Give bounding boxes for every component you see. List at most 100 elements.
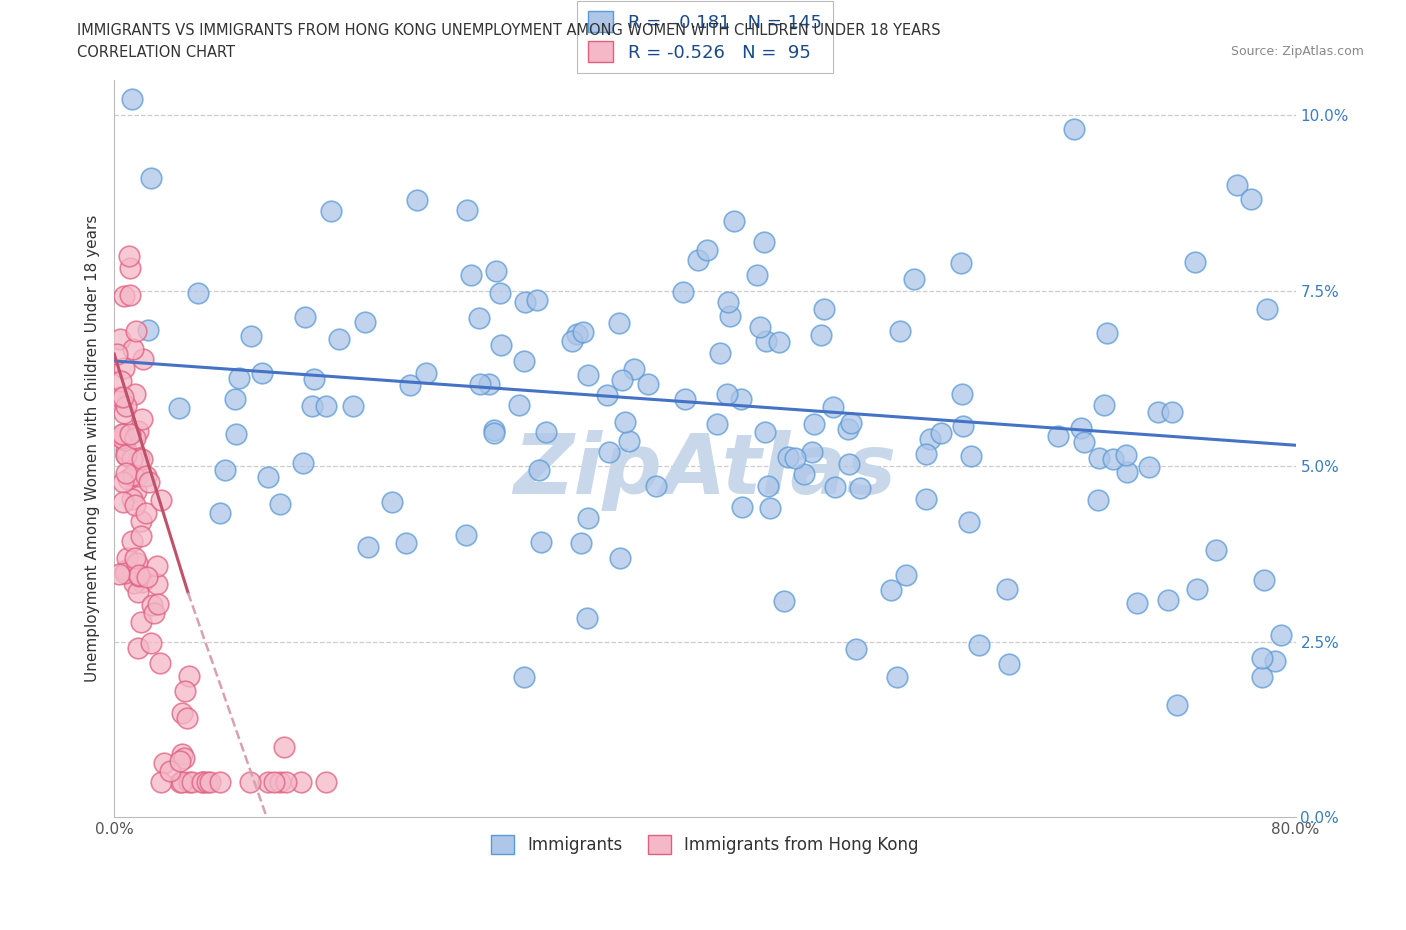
Point — [526, 292, 548, 307]
Point — [128, 450, 150, 465]
Point — [454, 527, 477, 542]
Point — [121, 451, 143, 466]
Point — [644, 478, 666, 493]
Point — [569, 536, 592, 551]
Point — [257, 775, 280, 790]
Point — [209, 505, 232, 520]
Point — [250, 365, 273, 380]
Point — [124, 431, 146, 445]
Point — [105, 347, 128, 362]
Point — [167, 401, 190, 416]
Point — [415, 365, 437, 380]
Point — [673, 392, 696, 406]
Text: CORRELATION CHART: CORRELATION CHART — [77, 45, 235, 60]
Point — [754, 424, 776, 439]
Point — [149, 493, 172, 508]
Point — [328, 332, 350, 347]
Point — [837, 422, 859, 437]
Point — [929, 426, 952, 441]
Point — [1047, 429, 1070, 444]
Point — [609, 551, 631, 565]
Point — [342, 398, 364, 413]
Point — [485, 263, 508, 278]
Point — [273, 739, 295, 754]
Point — [745, 268, 768, 283]
Point — [821, 400, 844, 415]
Point — [995, 582, 1018, 597]
Point — [239, 775, 262, 790]
Point — [357, 539, 380, 554]
Point — [114, 565, 136, 580]
Point — [565, 326, 588, 341]
Point — [845, 642, 868, 657]
Point — [484, 422, 506, 437]
Point — [142, 605, 165, 620]
Point — [810, 328, 832, 343]
Point — [623, 362, 645, 377]
Point — [1253, 573, 1275, 588]
Point — [889, 324, 911, 339]
Point — [914, 447, 936, 462]
Point — [1115, 465, 1137, 480]
Point — [121, 534, 143, 549]
Point — [269, 497, 291, 512]
Point — [131, 529, 153, 544]
Point — [292, 456, 315, 471]
Point — [596, 387, 619, 402]
Point — [131, 451, 153, 466]
Text: ZipAtlas: ZipAtlas — [513, 431, 897, 512]
Point — [128, 567, 150, 582]
Point — [488, 286, 510, 300]
Point — [274, 775, 297, 790]
Point — [803, 417, 825, 432]
Text: Source: ZipAtlas.com: Source: ZipAtlas.com — [1230, 45, 1364, 58]
Point — [112, 495, 135, 510]
Point — [813, 301, 835, 316]
Point — [127, 584, 149, 599]
Point — [957, 515, 980, 530]
Point — [468, 377, 491, 392]
Point — [773, 593, 796, 608]
Point — [824, 479, 846, 494]
Point — [395, 536, 418, 551]
Point — [561, 334, 583, 349]
Point — [576, 367, 599, 382]
Point — [115, 443, 138, 458]
Point — [139, 171, 162, 186]
Point — [208, 775, 231, 790]
Point — [191, 775, 214, 790]
Point — [179, 669, 201, 684]
Point — [527, 462, 550, 477]
Point — [127, 641, 149, 656]
Point — [609, 315, 631, 330]
Point — [115, 448, 138, 463]
Point — [513, 294, 536, 309]
Point — [124, 551, 146, 565]
Point — [717, 294, 740, 309]
Point — [398, 378, 420, 392]
Point — [120, 427, 142, 442]
Point — [841, 416, 863, 431]
Point — [915, 492, 938, 507]
Point — [752, 234, 775, 249]
Point — [1225, 178, 1247, 193]
Point — [138, 474, 160, 489]
Point — [1137, 459, 1160, 474]
Point — [723, 213, 745, 228]
Point — [1126, 595, 1149, 610]
Point — [1087, 493, 1109, 508]
Point — [793, 467, 815, 482]
Point — [1160, 405, 1182, 419]
Point — [135, 505, 157, 520]
Point — [131, 411, 153, 426]
Point — [1240, 192, 1263, 206]
Point — [121, 467, 143, 482]
Point — [785, 451, 807, 466]
Point — [508, 398, 530, 413]
Point — [214, 463, 236, 478]
Point — [290, 775, 312, 790]
Point — [768, 335, 790, 350]
Point — [128, 568, 150, 583]
Point — [198, 775, 221, 790]
Point — [755, 334, 778, 349]
